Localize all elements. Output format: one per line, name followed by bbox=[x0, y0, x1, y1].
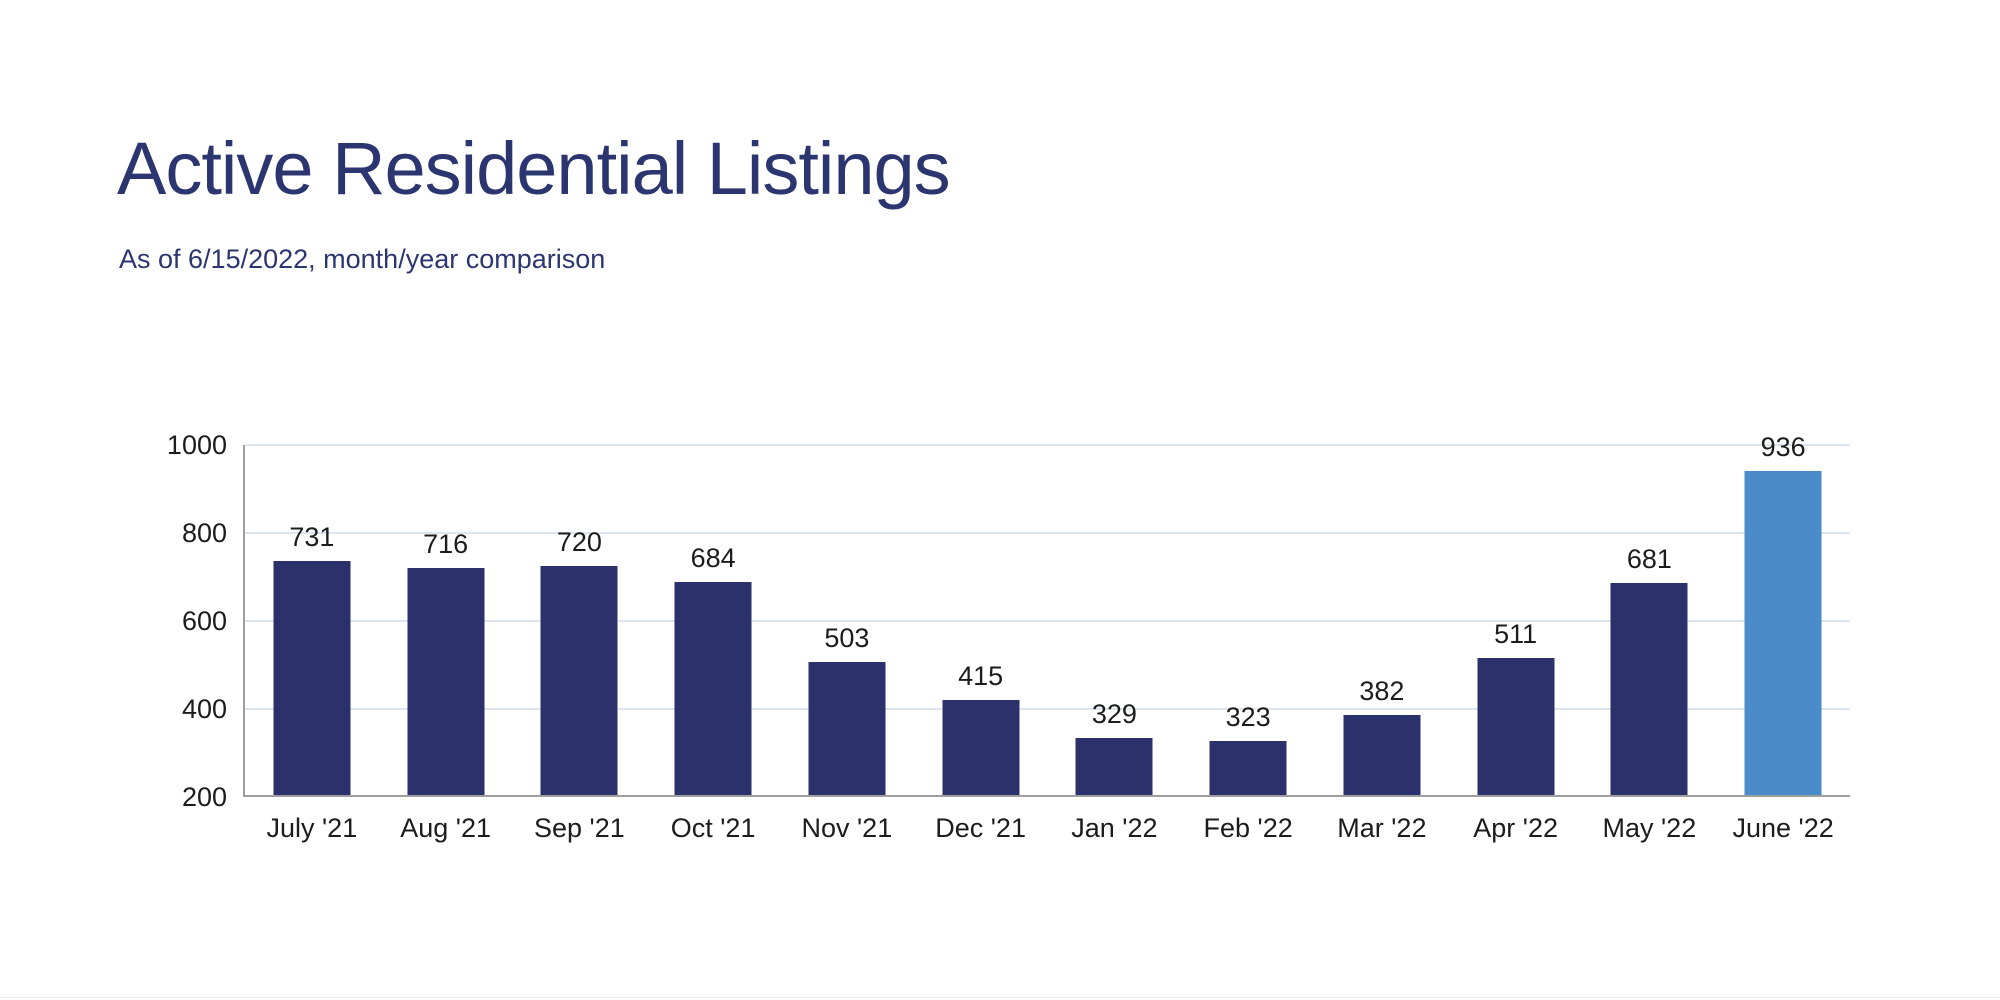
bar-value-label: 681 bbox=[1626, 544, 1672, 575]
bar-value-label: 503 bbox=[824, 622, 870, 653]
x-tick-label: July '21 bbox=[266, 813, 358, 843]
bar-column: 716 Aug '21 bbox=[379, 445, 513, 843]
x-tick-label: June '22 bbox=[1732, 813, 1834, 843]
gridline-1000 bbox=[245, 444, 1850, 446]
bar-value-label: 936 bbox=[1760, 432, 1806, 463]
x-tick-label: Sep '21 bbox=[534, 813, 625, 843]
bar-value-label: 731 bbox=[289, 522, 335, 553]
bar-value-label: 511 bbox=[1494, 619, 1538, 650]
bar-value-label: 323 bbox=[1225, 701, 1271, 732]
y-tick-label: 200 bbox=[181, 782, 227, 812]
bottom-divider bbox=[0, 997, 2000, 998]
bar-value-label: 415 bbox=[958, 661, 1004, 692]
y-tick-label: 1000 bbox=[166, 430, 227, 460]
bar-column: 684 Oct '21 bbox=[646, 445, 780, 843]
bar-column: 731 July '21 bbox=[245, 445, 379, 843]
bar-value-label: 684 bbox=[690, 543, 736, 574]
bar-value-label: 382 bbox=[1359, 675, 1405, 706]
x-tick-label: Aug '21 bbox=[400, 813, 491, 843]
y-tick-label: 400 bbox=[181, 694, 227, 724]
bar-oct-21 bbox=[674, 582, 752, 795]
bar-column: 323 Feb '22 bbox=[1181, 445, 1315, 843]
gridline-800 bbox=[245, 532, 1850, 534]
bar-value-label: 329 bbox=[1091, 699, 1137, 730]
bar-value-label: 720 bbox=[556, 527, 602, 558]
plot-area: 731 July '21 716 Aug '21 720 Sep '21 684 Oct '2… bbox=[243, 432, 1850, 843]
bar-feb-22 bbox=[1209, 740, 1287, 795]
x-tick-label: Apr '22 bbox=[1473, 813, 1558, 843]
bar-column: 681 May '22 bbox=[1583, 445, 1717, 843]
gridline-600 bbox=[245, 620, 1850, 622]
bar-column: 415 Dec '21 bbox=[914, 445, 1048, 843]
x-tick-label: Oct '21 bbox=[670, 813, 756, 843]
bar-aug-21 bbox=[407, 567, 485, 795]
page-title: Active Residential Listings bbox=[117, 127, 951, 210]
x-tick-label: Mar '22 bbox=[1337, 813, 1427, 843]
bar-jan-22 bbox=[1075, 738, 1153, 795]
bar-column: 511 Apr '22 bbox=[1449, 445, 1583, 843]
bar-column: 382 Mar '22 bbox=[1315, 445, 1449, 843]
x-tick-label: Feb '22 bbox=[1203, 813, 1293, 843]
bar-column: 936 June '22 bbox=[1716, 432, 1850, 843]
bar-may-22 bbox=[1610, 583, 1688, 795]
bar-column: 720 Sep '21 bbox=[513, 445, 647, 843]
bar-nov-21 bbox=[808, 661, 886, 795]
bar-mar-22 bbox=[1343, 714, 1421, 795]
x-tick-label: Jan '22 bbox=[1071, 813, 1158, 843]
x-tick-label: Dec '21 bbox=[935, 813, 1026, 843]
x-tick-label: May '22 bbox=[1602, 813, 1697, 843]
bar-value-label: 716 bbox=[423, 528, 469, 559]
bar-june-22 bbox=[1744, 471, 1822, 795]
bar-column: 503 Nov '21 bbox=[780, 445, 914, 843]
x-tick-label: Nov '21 bbox=[801, 813, 893, 843]
bar-dec-21 bbox=[942, 700, 1020, 795]
bar-apr-22 bbox=[1477, 658, 1555, 795]
bar-july-21 bbox=[273, 561, 351, 795]
y-tick-label: 600 bbox=[181, 606, 227, 636]
gridline-400 bbox=[245, 708, 1850, 710]
y-tick-label: 800 bbox=[181, 518, 227, 548]
bar-sep-21 bbox=[540, 566, 618, 795]
bar-column: 329 Jan '22 bbox=[1048, 445, 1182, 843]
page-subtitle: As of 6/15/2022, month/year comparison bbox=[119, 244, 606, 274]
